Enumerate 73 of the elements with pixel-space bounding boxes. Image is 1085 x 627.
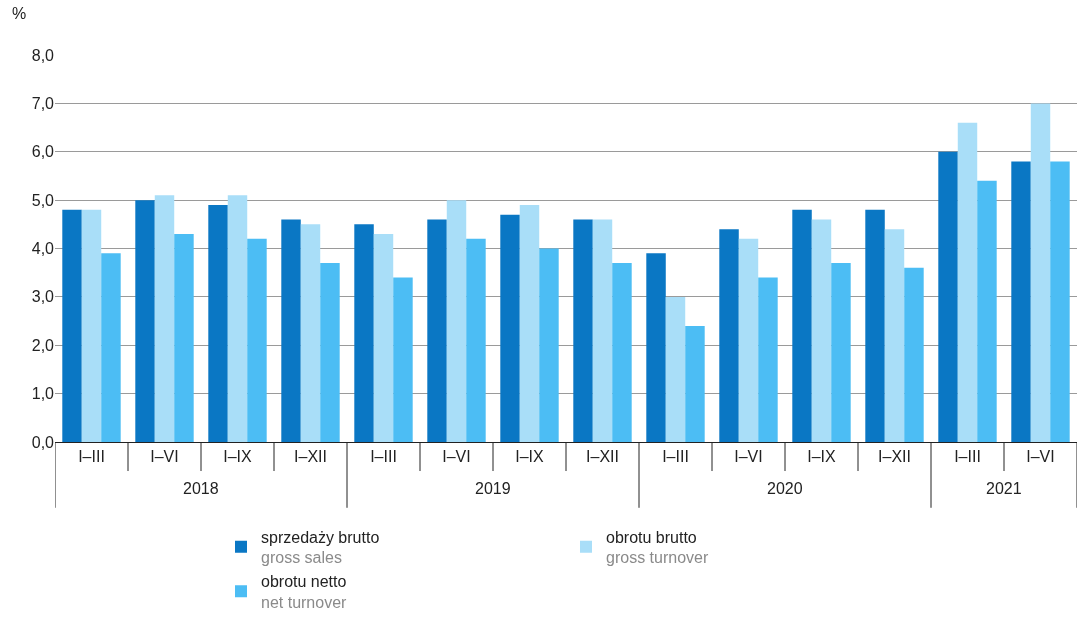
bar (373, 233, 394, 442)
legend-label: obrotu brutto gross turnover (606, 528, 709, 567)
bar (977, 180, 997, 442)
y-tick-label: 5,0 (31, 191, 55, 209)
x-tick-label: I–XII (586, 448, 619, 466)
bar (612, 263, 632, 442)
bar (865, 209, 885, 442)
bar (592, 219, 613, 442)
bar (957, 122, 978, 442)
x-tick-label: I–III (662, 448, 689, 466)
bar (354, 224, 374, 442)
text: 2020 (767, 480, 803, 497)
bar (446, 200, 467, 442)
bar (135, 200, 155, 442)
x-tick-label: I–VI (734, 448, 763, 466)
bar (1030, 103, 1051, 442)
bar (427, 219, 447, 442)
x-tick-label: I–III (954, 448, 981, 466)
y-tick-label: 6,0 (31, 143, 55, 161)
bar (174, 233, 194, 442)
bar (1050, 161, 1070, 442)
bar (247, 238, 267, 442)
y-tick-label: 8,0 (31, 46, 55, 64)
legend-label: obrotu netto net turnover (261, 573, 348, 611)
bar (281, 219, 301, 442)
bar (811, 219, 832, 442)
x-tick-label: I–VI (1026, 448, 1055, 466)
bar (685, 325, 705, 442)
bar (300, 224, 321, 442)
text: 2018 (183, 480, 219, 497)
legend-label: sprzedaży brutto gross sales (261, 528, 380, 567)
bar (1011, 161, 1031, 442)
bar (719, 229, 739, 442)
x-tick-label: I–XII (878, 448, 911, 466)
text: 2019 (475, 480, 511, 497)
x-tick-label: I–III (370, 448, 397, 466)
y-tick-label: 2,0 (31, 336, 55, 354)
bar (646, 253, 666, 442)
x-tick-label: I–III (78, 448, 105, 466)
bar (154, 195, 175, 442)
x-tick-label: I–VI (150, 448, 179, 466)
bar (831, 263, 851, 442)
bar (792, 209, 812, 442)
y-tick-label: 1,0 (31, 385, 55, 403)
bar (539, 248, 559, 442)
bar (208, 204, 228, 442)
y-tick-label: 3,0 (31, 288, 55, 306)
bar (573, 219, 593, 442)
y-tick-label: 0,0 (31, 433, 55, 451)
y-tick-label: 4,0 (31, 240, 55, 258)
bar (519, 204, 540, 442)
bar (904, 267, 924, 442)
x-tick-label: I–VI (442, 448, 471, 466)
bar (884, 229, 905, 442)
bar (101, 253, 121, 442)
bar (227, 195, 248, 442)
bar (938, 151, 958, 442)
bar (500, 214, 520, 442)
bar (81, 209, 102, 442)
x-tick-label: I–IX (223, 448, 253, 466)
x-tick-label: I–IX (807, 448, 837, 466)
bar (738, 238, 759, 442)
text: 2021 (986, 480, 1022, 497)
y-axis-title: % (12, 5, 27, 22)
x-tick-label: I–IX (515, 448, 545, 466)
x-tick-label: I–XII (294, 448, 327, 466)
bar (466, 238, 486, 442)
y-tick-label: 7,0 (31, 94, 55, 112)
bar (758, 277, 778, 442)
bar (62, 209, 82, 442)
bar (320, 263, 340, 442)
bar (665, 296, 686, 442)
bar (393, 277, 413, 442)
